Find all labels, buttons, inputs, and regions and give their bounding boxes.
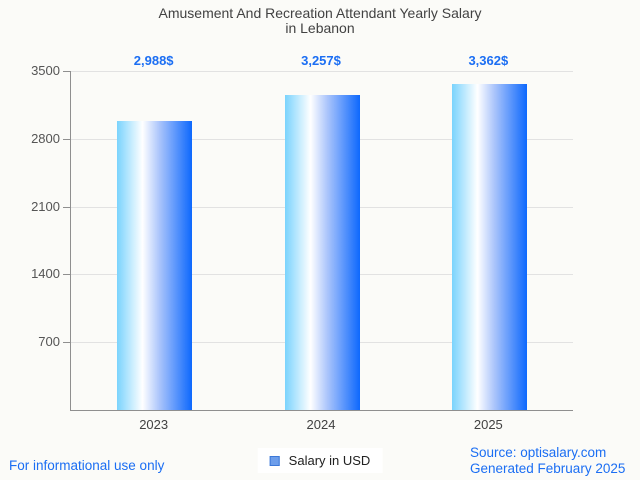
x-axis-label-2025: 2025 — [473, 417, 503, 432]
y-axis-label-1400: 1400 — [31, 266, 60, 282]
source-block: Source: optisalary.com Generated Februar… — [470, 445, 625, 476]
bar-2023 — [117, 120, 193, 410]
legend: Salary in USD — [257, 448, 383, 473]
chart-title: Amusement And Recreation Attendant Yearl… — [0, 6, 640, 36]
plot-area — [70, 71, 573, 411]
value-label-2023: 2,988$ — [133, 53, 174, 68]
chart-title-line2: in Lebanon — [285, 20, 355, 36]
x-axis-label-2023: 2023 — [139, 417, 169, 432]
bar-2024 — [284, 94, 360, 410]
y-axis-label-3500: 3500 — [31, 63, 60, 78]
disclaimer-text: For informational use only — [9, 458, 165, 473]
x-axis-label-2024: 2024 — [306, 417, 336, 432]
bar-2025 — [451, 84, 527, 410]
y-axis-label-2100: 2100 — [31, 198, 60, 214]
legend-swatch-icon — [269, 455, 280, 466]
y-axis-tick — [63, 274, 70, 276]
value-label-2025: 3,362$ — [468, 53, 509, 68]
y-axis-tick — [63, 342, 70, 344]
generated-text: Generated February 2025 — [470, 460, 626, 476]
y-axis-label-2800: 2800 — [31, 130, 60, 146]
y-axis-tick — [63, 138, 70, 140]
y-axis-tick — [63, 71, 70, 72]
y-axis-label-700: 700 — [38, 334, 60, 350]
source-text: Source: optisalary.com — [470, 445, 607, 460]
y-axis-tick — [63, 206, 70, 208]
value-label-2024: 3,257$ — [301, 53, 341, 68]
gridline-3500 — [71, 71, 573, 72]
chart-title-line1: Amusement And Recreation Attendant Yearl… — [158, 5, 482, 21]
legend-label: Salary in USD — [288, 453, 371, 468]
